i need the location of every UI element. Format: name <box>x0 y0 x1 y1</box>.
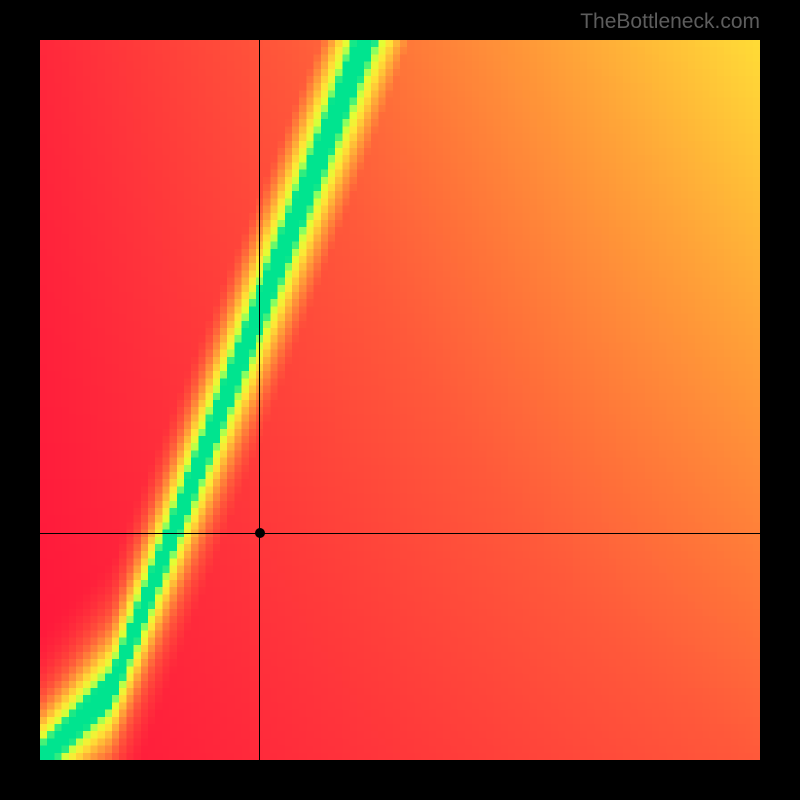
crosshair-horizontal <box>40 533 760 534</box>
crosshair-vertical <box>259 40 260 760</box>
chart-container: TheBottleneck.com <box>0 0 800 800</box>
watermark-text: TheBottleneck.com <box>580 10 760 34</box>
bottleneck-heatmap <box>40 40 760 760</box>
crosshair-marker <box>255 528 265 538</box>
